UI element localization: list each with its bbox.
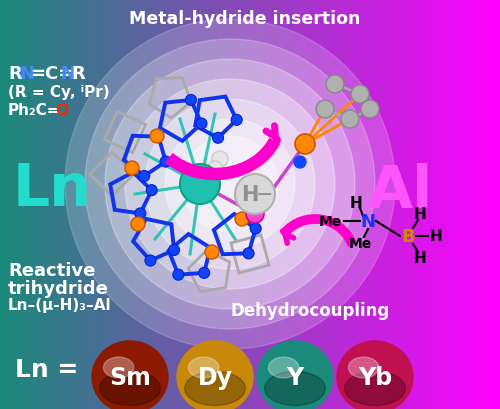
Text: H: H <box>414 251 426 266</box>
Text: Al: Al <box>368 163 432 220</box>
Circle shape <box>235 175 275 214</box>
Circle shape <box>326 76 344 94</box>
Ellipse shape <box>344 371 406 405</box>
Text: R: R <box>71 65 85 83</box>
Circle shape <box>198 268 209 279</box>
Circle shape <box>168 245 179 256</box>
Circle shape <box>207 162 223 178</box>
Circle shape <box>165 120 295 249</box>
Text: −: − <box>256 184 274 204</box>
Circle shape <box>361 101 379 119</box>
Text: Me: Me <box>318 214 342 229</box>
Circle shape <box>125 162 139 175</box>
Circle shape <box>295 135 315 155</box>
Ellipse shape <box>264 371 326 405</box>
Circle shape <box>235 213 249 227</box>
Circle shape <box>316 101 334 119</box>
Ellipse shape <box>92 341 168 409</box>
Circle shape <box>351 86 369 104</box>
Ellipse shape <box>177 341 253 409</box>
Ellipse shape <box>188 357 219 378</box>
Ellipse shape <box>104 357 134 378</box>
Circle shape <box>212 133 224 144</box>
Circle shape <box>150 130 164 144</box>
Circle shape <box>246 205 264 223</box>
Text: N: N <box>360 213 376 230</box>
Text: H: H <box>414 207 426 222</box>
Circle shape <box>294 157 306 169</box>
Text: N: N <box>19 65 34 83</box>
Text: R: R <box>8 65 22 83</box>
Text: H: H <box>242 184 258 204</box>
Text: O: O <box>55 103 68 118</box>
Ellipse shape <box>337 341 413 409</box>
Circle shape <box>131 218 145 231</box>
Text: N: N <box>60 65 75 83</box>
Text: H: H <box>350 196 362 211</box>
Circle shape <box>146 185 157 196</box>
Ellipse shape <box>257 341 333 409</box>
Text: H: H <box>430 229 442 244</box>
Circle shape <box>65 20 395 349</box>
Circle shape <box>85 40 375 329</box>
Text: Ln: Ln <box>12 161 92 218</box>
Text: Yb: Yb <box>358 365 392 389</box>
Circle shape <box>186 95 196 106</box>
Ellipse shape <box>268 357 299 378</box>
Text: Ln =: Ln = <box>15 357 78 381</box>
Circle shape <box>125 80 335 289</box>
Text: Metal-hydride insertion: Metal-hydride insertion <box>130 10 360 28</box>
Circle shape <box>160 157 171 168</box>
Circle shape <box>135 209 146 219</box>
Ellipse shape <box>100 371 160 405</box>
Circle shape <box>173 270 184 281</box>
Circle shape <box>105 60 355 309</box>
Text: =C=: =C= <box>30 65 73 83</box>
Circle shape <box>231 115 242 126</box>
Circle shape <box>196 119 207 130</box>
Circle shape <box>180 164 220 204</box>
Text: Dy: Dy <box>198 365 232 389</box>
Ellipse shape <box>184 371 246 405</box>
Text: Ph₂C=: Ph₂C= <box>8 103 60 118</box>
Text: (R = Cy, ⁱPr): (R = Cy, ⁱPr) <box>8 85 110 100</box>
Text: Ln–(μ-H)₃–Al: Ln–(μ-H)₃–Al <box>8 297 112 312</box>
Ellipse shape <box>348 357 379 378</box>
Text: trihydride: trihydride <box>8 279 109 297</box>
Text: Y: Y <box>286 365 304 389</box>
Circle shape <box>212 152 228 168</box>
Circle shape <box>205 245 219 259</box>
Text: Me: Me <box>348 236 372 250</box>
Circle shape <box>145 255 156 266</box>
Text: Reactive: Reactive <box>8 261 96 279</box>
Text: Dehydrocoupling: Dehydrocoupling <box>230 301 390 319</box>
Circle shape <box>341 111 359 129</box>
Circle shape <box>145 100 315 270</box>
Circle shape <box>250 223 261 234</box>
Text: B: B <box>401 227 415 245</box>
Circle shape <box>138 171 149 182</box>
Text: Sm: Sm <box>109 365 151 389</box>
Circle shape <box>243 248 254 259</box>
Circle shape <box>182 137 278 232</box>
